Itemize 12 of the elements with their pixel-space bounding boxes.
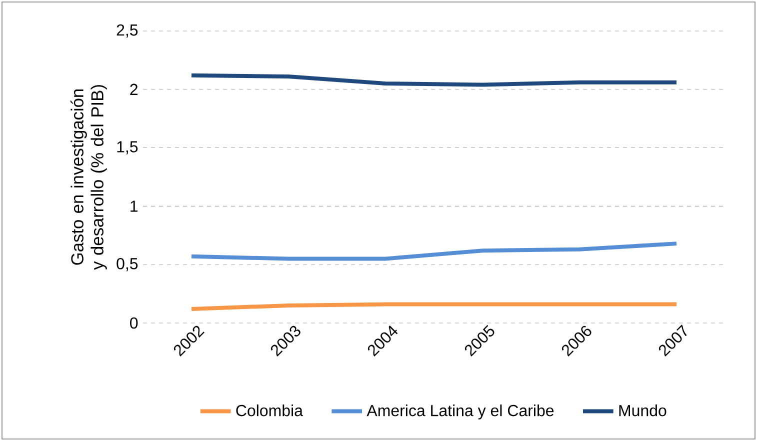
line-series [190,73,678,87]
y-tick-label: 0,5 [116,258,138,272]
y-axis-title: Gasto en investigación y desarrollo (% del PIB) [70,85,107,270]
legend-label: America Latina y el Caribe [366,404,554,420]
y-tick-label: 0 [130,317,138,329]
y-tick-label: 1,5 [117,141,138,154]
y-tick-label: 2 [130,84,138,95]
legend-label: Colombia [236,404,303,416]
line-series [190,242,678,261]
y-tick-label: 1 [130,200,138,212]
legend-label: Mundo [619,404,666,416]
y-tick-label: 2,5 [116,24,138,38]
